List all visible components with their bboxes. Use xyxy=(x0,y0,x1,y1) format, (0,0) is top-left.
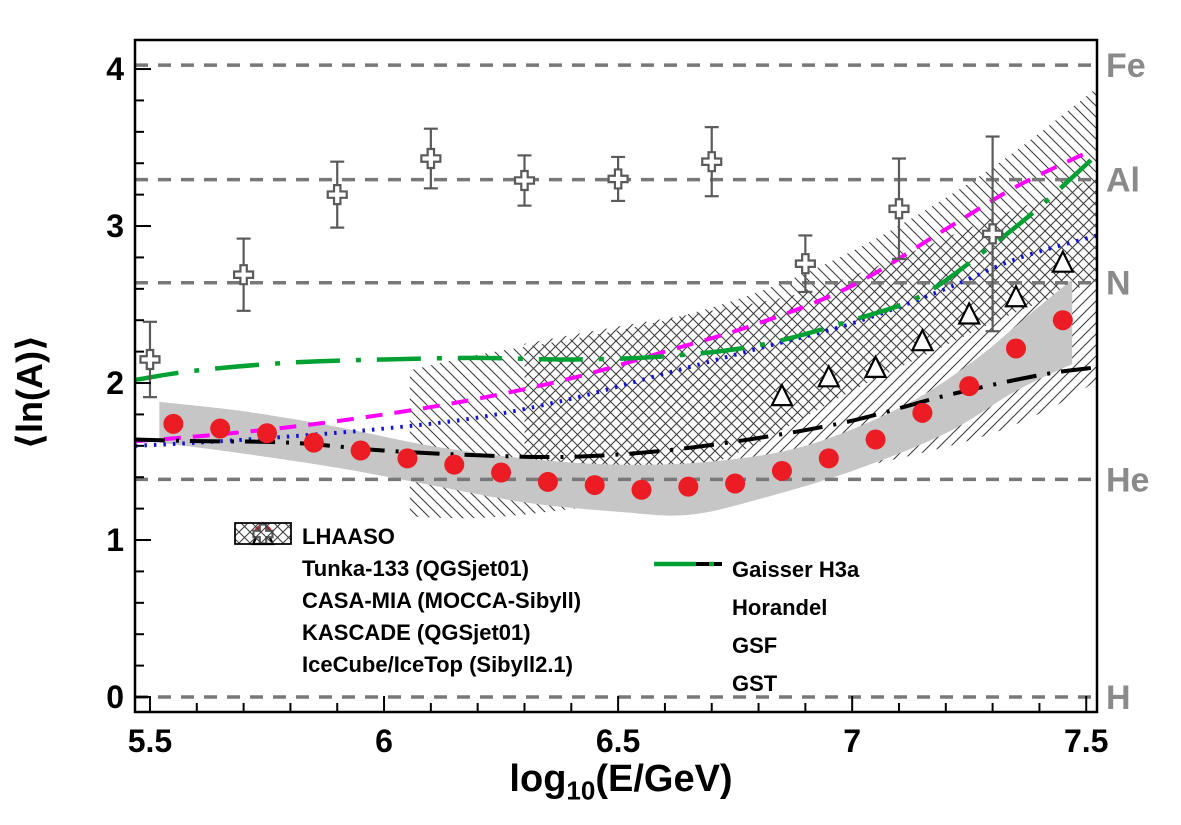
lhaaso-point xyxy=(397,448,418,469)
x-tick-label: 7.5 xyxy=(1064,723,1108,759)
lhaaso-point xyxy=(678,476,699,497)
cross-marker xyxy=(420,147,442,170)
legend-experiments: LHAASO Tunka-133 (QGSjet01) CASA-MIA (MOCC… xyxy=(228,521,581,681)
triangle-marker xyxy=(816,363,841,388)
element-label-he: He xyxy=(1106,461,1149,499)
lhaaso-point xyxy=(1006,338,1027,359)
legend-item-icecube-icetop-sibyll2-1-: IceCube/IceTop (Sibyll2.1) xyxy=(228,522,581,681)
legend-item-gsf: GSF xyxy=(648,562,859,665)
element-label-al: Al xyxy=(1106,162,1140,200)
cross-marker xyxy=(701,151,723,173)
triangle-marker xyxy=(770,382,794,407)
lhaaso-point xyxy=(303,432,324,453)
lhaaso-point xyxy=(912,402,933,423)
legend-label: Tunka-133 (QGSjet01) xyxy=(302,556,529,581)
x-axis-title-sub: 10 xyxy=(566,775,596,806)
lhaaso-point xyxy=(163,413,184,434)
y-tick-label: 2 xyxy=(106,365,124,401)
triangle-marker xyxy=(863,354,888,378)
lhaaso-point xyxy=(725,473,746,494)
legend-models: Gaisser H3a Horandel GSF GST xyxy=(648,551,859,703)
dashdot-line-icon xyxy=(654,561,722,567)
legend-label: LHAASO xyxy=(302,524,395,549)
gsf-line xyxy=(135,365,1097,460)
x-tick-label: 6 xyxy=(375,723,393,759)
cross-marker xyxy=(982,223,1004,245)
legend-item-kascade-qgsjet01-: KASCADE (QGSjet01) xyxy=(228,522,581,649)
axis-ticks: 5.5 6 6.5 7 7.5 0 1 2 3 4 xyxy=(106,51,1108,759)
lhaaso-point xyxy=(959,376,980,397)
legend-item-tunka-133-qgsjet01-: Tunka-133 (QGSjet01) xyxy=(228,521,581,585)
y-axis-title: ⟨ln(A)⟩ xyxy=(9,334,50,450)
triangle-marker xyxy=(910,327,935,352)
triangle-marker xyxy=(1004,283,1028,308)
y-tick-label: 3 xyxy=(106,208,124,244)
lhaaso-point xyxy=(491,462,512,483)
casa-mia-points xyxy=(139,126,1004,399)
lhaaso-band xyxy=(159,279,1073,516)
x-tick-label: 5.5 xyxy=(128,723,172,759)
plot-area xyxy=(135,63,1097,699)
legend-label: CASA-MIA (MOCCA-Sibyll) xyxy=(302,588,582,613)
lhaaso-point xyxy=(631,479,652,500)
lhaaso-point xyxy=(444,454,465,475)
lhaaso-point xyxy=(1052,310,1073,331)
lhaaso-point xyxy=(771,460,792,481)
lhaaso-point xyxy=(537,471,558,492)
lhaaso-point xyxy=(350,440,371,461)
legend-item-horandel: Horandel xyxy=(648,562,859,627)
legend-item-gst: GST xyxy=(648,561,859,703)
element-label-h: H xyxy=(1106,679,1131,717)
lhaaso-point xyxy=(257,423,278,444)
x-tick-label: 6.5 xyxy=(596,723,640,759)
legend-label: Gaisser H3a xyxy=(732,557,860,582)
element-label-fe: Fe xyxy=(1106,47,1146,85)
cross-marker xyxy=(326,184,348,206)
x-axis-title-main: log xyxy=(509,758,567,800)
legend-label: GSF xyxy=(732,633,778,658)
lhaaso-point xyxy=(584,475,605,496)
cross-marker xyxy=(513,169,536,192)
lhaaso-point xyxy=(865,429,886,450)
cross-marker xyxy=(794,253,816,275)
cross-marker xyxy=(888,198,910,220)
legend-label: Horandel xyxy=(732,595,828,620)
legend-item-casa-mia-mocca-sibyll-: CASA-MIA (MOCCA-Sibyll) xyxy=(228,523,582,617)
icecube-band-swatch-icon xyxy=(234,522,292,545)
tunka-133-points xyxy=(770,249,1075,407)
legend-label: KASCADE (QGSjet01) xyxy=(302,620,531,645)
x-tick-label: 7 xyxy=(843,723,861,759)
cross-marker xyxy=(607,168,629,190)
cross-marker xyxy=(233,264,255,286)
plot-frame xyxy=(133,38,1099,714)
legend-label: GST xyxy=(732,671,778,696)
lhaaso-point xyxy=(210,418,231,439)
lhaaso-points xyxy=(163,310,1073,500)
lhaaso-point xyxy=(818,448,839,469)
triangle-marker xyxy=(1051,249,1075,273)
triangle-marker xyxy=(957,301,981,325)
legend-label: IceCube/IceTop (Sibyll2.1) xyxy=(302,652,573,677)
y-tick-label: 1 xyxy=(106,522,124,558)
x-axis-title: log10(E/GeV) xyxy=(509,758,732,807)
y-tick-label: 4 xyxy=(106,51,124,87)
x-axis-title-rest: (E/GeV) xyxy=(595,758,733,800)
cross-marker xyxy=(139,348,161,371)
y-tick-label: 0 xyxy=(106,679,124,715)
element-label-n: N xyxy=(1106,265,1131,303)
